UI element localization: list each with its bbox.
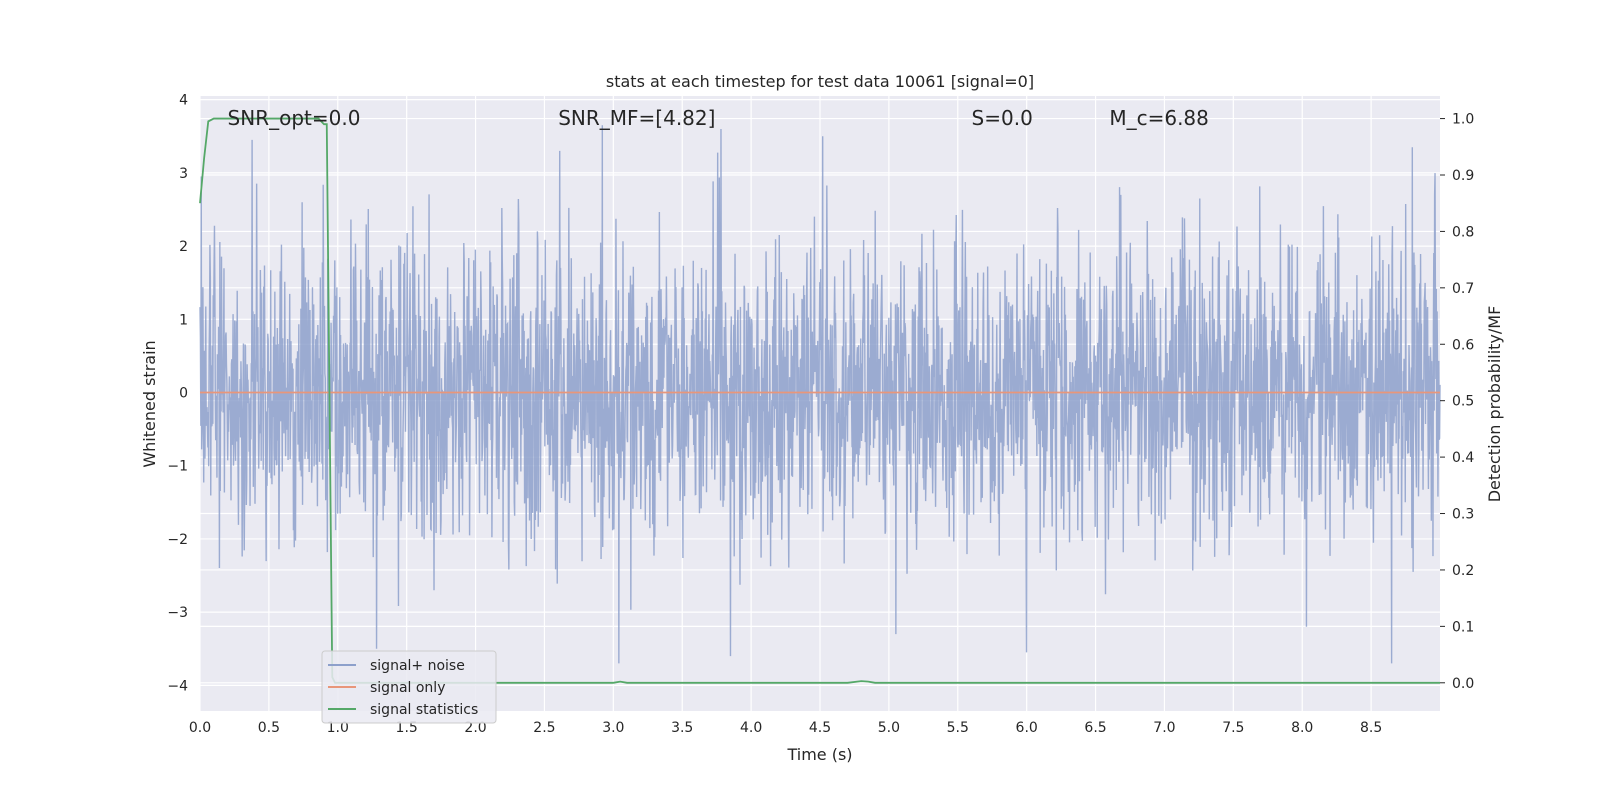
y-axis-label: Whitened strain bbox=[140, 340, 159, 467]
annotations: SNR_opt=0.0 SNR_MF=[4.82] S=0.0 M_c=6.88 bbox=[228, 106, 1209, 130]
x-tick-label: 3.0 bbox=[602, 720, 624, 736]
y-tick-label: −1 bbox=[167, 459, 188, 475]
y-tick-label: −3 bbox=[167, 605, 188, 621]
x-tick-label: 6.0 bbox=[1016, 720, 1038, 736]
y-right-tick-label: 0.2 bbox=[1452, 563, 1474, 579]
x-tick-label: 5.5 bbox=[947, 720, 969, 736]
y-right-tick-label: 0.9 bbox=[1452, 168, 1474, 184]
annotation-text: M_c=6.88 bbox=[1109, 106, 1209, 130]
y-tick-label: −2 bbox=[167, 532, 188, 548]
y-right-tick-label: 0.3 bbox=[1452, 507, 1474, 523]
y-right-tick-label: 0.8 bbox=[1452, 224, 1474, 240]
y-right-tick-label: 0.1 bbox=[1452, 619, 1474, 635]
y-tick-labels: 4 3 2 1 0 −1 −2 −3 −4 bbox=[167, 93, 188, 695]
y-tick-label: 2 bbox=[179, 239, 188, 255]
y-tick-label: −4 bbox=[167, 678, 188, 694]
x-tick-label: 0.5 bbox=[258, 720, 280, 736]
annotation-text: SNR_MF=[4.82] bbox=[558, 106, 715, 130]
series-signal-noise-line bbox=[199, 125, 1441, 664]
y-tick-label: 4 bbox=[179, 93, 188, 109]
x-tick-label: 8.5 bbox=[1360, 720, 1382, 736]
y-right-tick-label: 0.7 bbox=[1452, 281, 1474, 297]
x-tick-label: 1.5 bbox=[396, 720, 418, 736]
y-right-tick-label: 0.4 bbox=[1452, 450, 1474, 466]
y-tick-label: 1 bbox=[179, 312, 188, 328]
x-tick-label: 5.0 bbox=[878, 720, 900, 736]
x-tick-label: 8.0 bbox=[1291, 720, 1313, 736]
legend-entry: signal+ noise bbox=[370, 658, 465, 674]
y-right-axis-label: Detection probability/MF bbox=[1485, 306, 1504, 503]
y-right-tick-label: 0.6 bbox=[1452, 337, 1474, 353]
chart-title: stats at each timestep for test data 100… bbox=[606, 72, 1034, 91]
x-axis-label: Time (s) bbox=[786, 745, 852, 764]
legend: signal+ noise signal only signal statistic… bbox=[321, 650, 497, 724]
x-tick-label: 2.5 bbox=[533, 720, 555, 736]
y-right-tick-labels: 1.0 0.9 0.8 0.7 0.6 0.5 0.4 0.3 0.2 0.1 0.0 bbox=[1440, 112, 1474, 692]
y-right-tick-label: 1.0 bbox=[1452, 112, 1474, 128]
y-right-tick-label: 0.0 bbox=[1452, 676, 1474, 692]
y-tick-label: 3 bbox=[179, 166, 188, 182]
x-tick-label: 4.5 bbox=[809, 720, 831, 736]
x-tick-label: 7.0 bbox=[1153, 720, 1175, 736]
legend-entry: signal statistics bbox=[370, 702, 478, 718]
x-tick-label: 3.5 bbox=[671, 720, 693, 736]
x-tick-label: 6.5 bbox=[1084, 720, 1106, 736]
x-tick-labels: 0.0 0.5 1.0 1.5 2.0 2.5 3.0 3.5 4.0 4.5 5.0 5.5 6.0 6… bbox=[189, 720, 1382, 736]
y-tick-label: 0 bbox=[179, 386, 188, 402]
x-tick-label: 7.5 bbox=[1222, 720, 1244, 736]
y-right-tick-label: 0.5 bbox=[1452, 394, 1474, 410]
legend-entry: signal only bbox=[370, 680, 445, 696]
x-tick-label: 2.0 bbox=[464, 720, 486, 736]
legend-box bbox=[321, 650, 497, 724]
x-tick-label: 1.0 bbox=[327, 720, 349, 736]
x-tick-label: 4.0 bbox=[740, 720, 762, 736]
x-tick-label: 0.0 bbox=[189, 720, 211, 736]
annotation-text: SNR_opt=0.0 bbox=[228, 106, 361, 130]
annotation-text: S=0.0 bbox=[972, 106, 1033, 130]
